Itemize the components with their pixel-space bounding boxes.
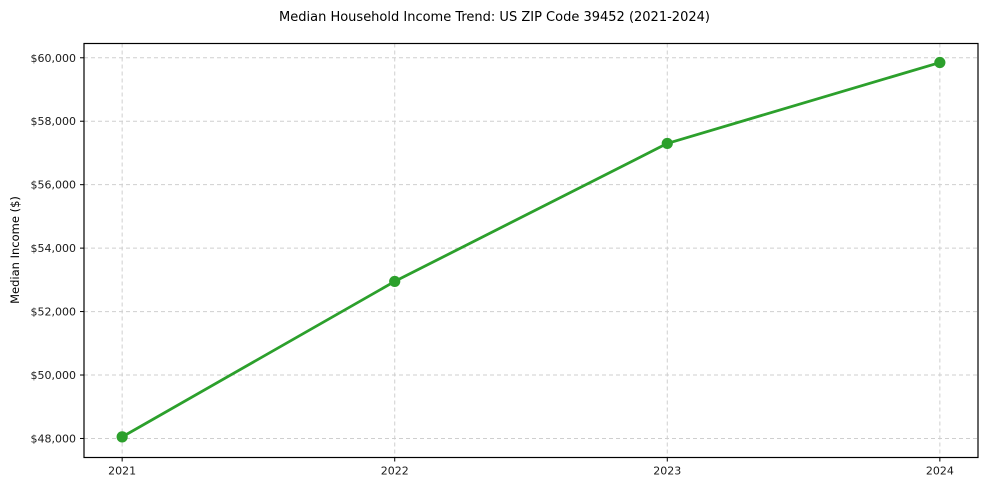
x-tick-label: 2021 — [108, 465, 136, 478]
x-tick-label: 2024 — [926, 465, 954, 478]
series-line — [120, 61, 942, 439]
y-tick-label: $56,000 — [31, 179, 77, 192]
y-tick-label: $50,000 — [31, 369, 77, 382]
y-tick-label: $58,000 — [31, 115, 77, 128]
plot-frame — [83, 42, 979, 459]
chart-title: Median Household Income Trend: US ZIP Co… — [279, 10, 710, 25]
x-tick-label: 2022 — [381, 465, 409, 478]
y-tick-label: $60,000 — [31, 52, 77, 65]
data-point-marker — [116, 431, 128, 443]
data-point-marker — [389, 275, 401, 288]
data-point-marker — [934, 56, 946, 69]
data-point-marker — [661, 137, 673, 150]
y-tick-label: $48,000 — [31, 432, 77, 445]
x-tick-label: 2023 — [653, 465, 681, 478]
y-tick-label: $52,000 — [31, 306, 77, 319]
y-tick-label: $54,000 — [31, 242, 77, 255]
